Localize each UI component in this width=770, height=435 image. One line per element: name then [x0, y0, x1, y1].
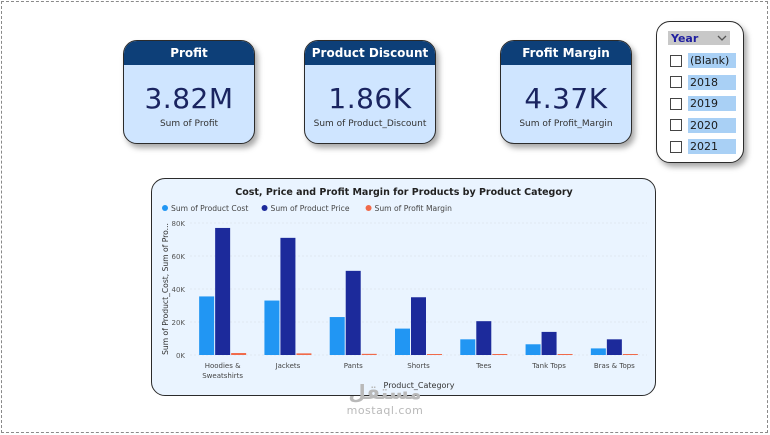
bar-sum-of-profit-margin [427, 354, 442, 355]
bar-sum-of-product-cost [460, 339, 476, 355]
bar-sum-of-product-price [280, 237, 296, 355]
kpi-label: Sum of Profit [159, 119, 219, 129]
chart-title: Cost, Price and Profit Margin for Produc… [235, 187, 573, 198]
slicer-item-2020[interactable]: 2020 [670, 115, 736, 137]
kpi-label: Sum of Profit_Margin [519, 119, 613, 129]
slicer-item-blank[interactable]: (Blank) [670, 50, 736, 72]
bar-sum-of-product-price [606, 339, 622, 355]
kpi-title: Frofit Margin [501, 41, 631, 65]
x-tick-label: Tank Tops [531, 362, 566, 370]
slicer-item-label: 2019 [688, 96, 736, 112]
kpi-card-product-discount[interactable]: Product Discount 1.86K Sum of Product_Di… [304, 40, 436, 144]
watermark-latin: mostaql.com [346, 404, 424, 417]
slicer-item-2019[interactable]: 2019 [670, 93, 736, 115]
x-tick-label: Pants [344, 362, 363, 370]
kpi-title: Profit [124, 41, 254, 65]
watermark-logo: مستقل mostaql.com [335, 380, 435, 428]
y-tick-label: 0K [176, 352, 185, 360]
x-tick-label: Sweatshirts [202, 372, 243, 380]
bar-sum-of-profit-margin [557, 354, 573, 355]
slicer-title: Year [671, 31, 699, 45]
bar-sum-of-product-price [345, 270, 361, 355]
kpi-value: 4.37K [524, 82, 608, 115]
legend-marker [365, 205, 372, 211]
checkbox[interactable] [670, 97, 682, 110]
legend-entry: Sum of Product Price [271, 204, 350, 213]
slicer-header[interactable]: Year [668, 31, 730, 45]
bar-sum-of-product-cost [264, 300, 280, 355]
kpi-value: 3.82M [144, 82, 234, 115]
kpi-card-profit[interactable]: Profit 3.82M Sum of Profit [123, 40, 255, 144]
bar-sum-of-product-cost [395, 328, 410, 355]
slicer-item-label: 2021 [688, 139, 736, 155]
watermark-arabic: مستقل [348, 380, 422, 404]
x-axis-label: Product_Category [384, 381, 455, 390]
bar-sum-of-product-price [476, 321, 492, 355]
x-tick-label: Hoodies & [205, 362, 241, 370]
bar-sum-of-profit-margin [361, 353, 377, 355]
bar-sum-of-profit-margin [231, 353, 247, 355]
slicer-item-label: (Blank) [688, 53, 736, 69]
slicer-list: (Blank) 2018 2019 2020 2021 [670, 50, 736, 158]
legend-marker [162, 205, 168, 211]
bar-sum-of-product-price [411, 297, 426, 355]
x-tick-label: Jackets [275, 362, 301, 370]
x-tick-label: Tees [475, 362, 492, 370]
bar-sum-of-product-price [541, 331, 557, 355]
chevron-down-icon[interactable] [717, 33, 727, 43]
bar-sum-of-profit-margin [492, 354, 508, 355]
slicer-item-label: 2018 [688, 74, 736, 90]
x-tick-label: Bras & Tops [594, 362, 635, 370]
y-axis-label: Sum of Product_Cost, Sum of Pro... [161, 223, 170, 355]
y-tick-label: 60K [172, 253, 186, 261]
bar-chart: Cost, Price and Profit Margin for Produc… [161, 187, 647, 390]
bar-sum-of-product-price [215, 227, 231, 355]
bar-sum-of-profit-margin [622, 354, 638, 355]
kpi-title: Product Discount [305, 41, 435, 65]
checkbox[interactable] [670, 140, 682, 153]
x-tick-label: Shorts [407, 362, 430, 370]
chart-card: Cost, Price and Profit Margin for Produc… [151, 178, 656, 396]
y-tick-label: 20K [172, 319, 186, 327]
kpi-value: 1.86K [328, 82, 412, 115]
slicer-item-2021[interactable]: 2021 [670, 136, 736, 158]
bar-sum-of-product-cost [329, 317, 345, 355]
y-tick-label: 80K [172, 220, 186, 228]
kpi-label: Sum of Product_Discount [313, 119, 427, 129]
legend-marker [261, 205, 268, 211]
legend-entry: Sum of Product Cost [171, 204, 248, 213]
checkbox[interactable] [670, 119, 682, 132]
checkbox[interactable] [670, 54, 682, 67]
slicer-item-2018[interactable]: 2018 [670, 72, 736, 94]
bar-sum-of-product-cost [525, 344, 541, 355]
bar-sum-of-product-cost [590, 348, 606, 355]
bar-sum-of-product-cost [199, 296, 215, 355]
year-slicer: Year (Blank) 2018 2019 2020 2021 [656, 21, 744, 163]
slicer-item-label: 2020 [688, 117, 736, 133]
y-tick-label: 40K [172, 286, 186, 294]
legend-entry: Sum of Profit Margin [375, 204, 453, 213]
checkbox[interactable] [670, 76, 682, 89]
kpi-card-profit-margin[interactable]: Frofit Margin 4.37K Sum of Profit_Margin [500, 40, 632, 144]
bar-sum-of-profit-margin [296, 353, 312, 355]
